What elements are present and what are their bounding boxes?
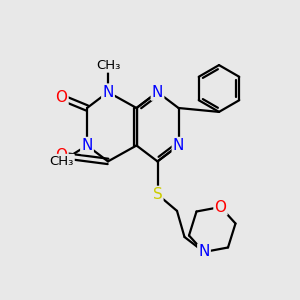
Text: O: O xyxy=(214,200,226,214)
Text: CH₃: CH₃ xyxy=(49,155,74,168)
Text: N: N xyxy=(81,138,93,153)
Text: O: O xyxy=(56,90,68,105)
Text: O: O xyxy=(56,148,68,163)
Text: CH₃: CH₃ xyxy=(96,58,120,72)
Text: N: N xyxy=(173,138,184,153)
Text: S: S xyxy=(153,187,162,202)
Text: N: N xyxy=(152,85,163,100)
Text: N: N xyxy=(102,85,114,100)
Text: N: N xyxy=(198,244,210,260)
